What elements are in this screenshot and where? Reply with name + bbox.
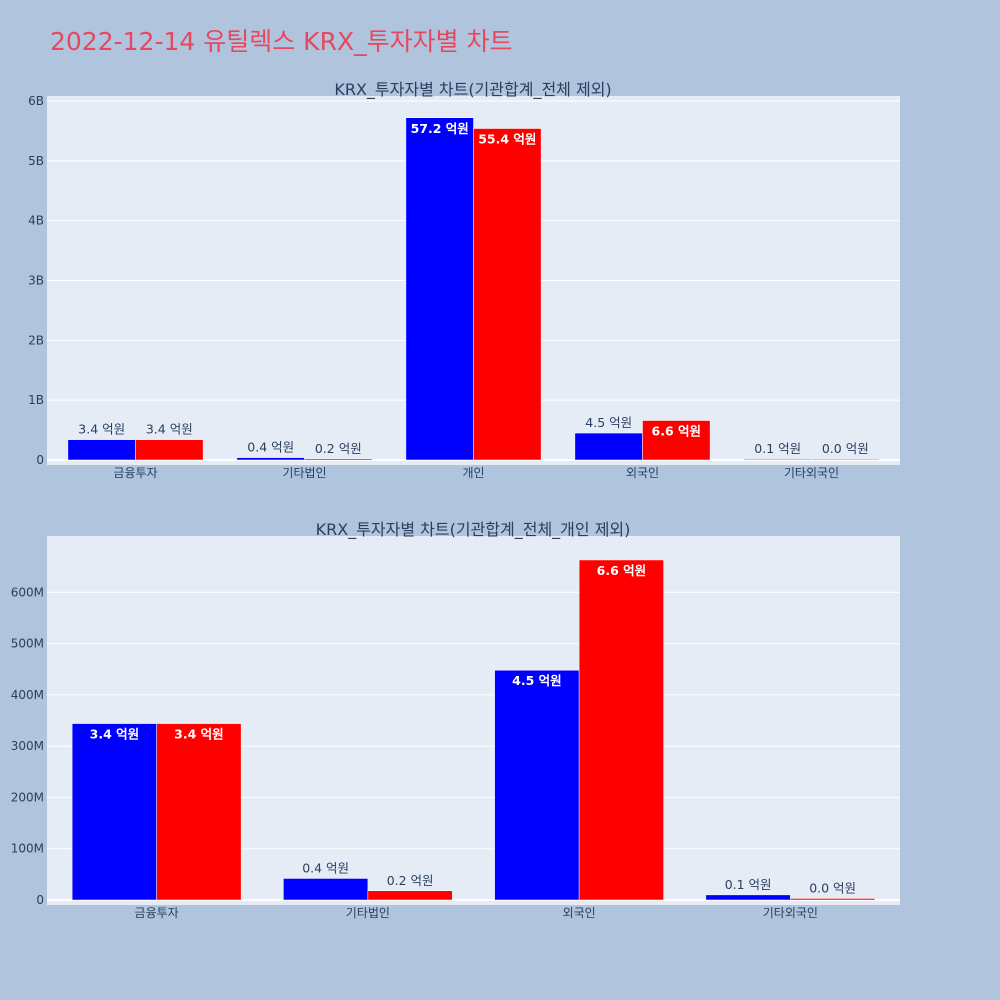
y-tick-label: 300M — [11, 739, 44, 753]
x-tick-label: 외국인 — [626, 466, 659, 480]
bar — [283, 878, 369, 901]
bar — [304, 458, 373, 461]
y-tick-label: 600M — [11, 585, 44, 599]
bar — [367, 890, 453, 901]
data-label: 3.4 억원 — [146, 422, 193, 437]
bars — [71, 559, 876, 901]
data-label: 0.0 억원 — [809, 880, 856, 895]
bar — [743, 458, 812, 461]
bar — [811, 458, 880, 461]
chart-bottom: KRX_투자자별 차트(기관합계_전체_개인 제외) 0 100M 200M 300M… — [11, 520, 900, 920]
chart-title: KRX_투자자별 차트(기관합계_전체 제외) — [334, 80, 611, 100]
bar — [574, 432, 643, 461]
y-tick-label: 100M — [11, 842, 44, 856]
tick-labels: 0 100M 200M 300M 400M 500M 600M 금융투자 기타법인 외국인 기타외국… — [11, 585, 818, 920]
bar — [494, 669, 580, 901]
bar — [790, 898, 876, 901]
data-label: 0.2 억원 — [315, 441, 362, 456]
bar — [642, 420, 711, 461]
data-label: 4.5 억원 — [585, 415, 632, 430]
y-tick-label: 0 — [36, 453, 44, 467]
chart-top: KRX_투자자별 차트(기관합계_전체 제외) 0 1B 2B 3B 4B 5B 6B 금융투… — [28, 80, 900, 480]
data-label: 0.4 억원 — [247, 440, 294, 455]
tick-labels: 0 1B 2B 3B 4B 5B 6B 금융투자 기타법인 개인 외국인 기타외국인 — [28, 94, 839, 480]
page-title: 2022-12-14 유틸렉스 KRX_투자자별 차트 — [50, 27, 513, 56]
bar — [705, 894, 791, 901]
x-tick-label: 금융투자 — [113, 466, 157, 480]
x-tick-label: 기타법인 — [282, 466, 326, 480]
y-tick-label: 4B — [28, 214, 44, 228]
data-label: 6.6 억원 — [652, 424, 702, 439]
bar — [405, 117, 474, 461]
bar — [473, 128, 542, 461]
chart-title: KRX_투자자별 차트(기관합계_전체_개인 제외) — [316, 520, 631, 540]
bar — [135, 439, 204, 461]
bars — [67, 117, 880, 461]
y-tick-label: 400M — [11, 688, 44, 702]
bar — [71, 723, 157, 901]
y-tick-label: 3B — [28, 274, 44, 288]
data-labels: 3.4 억원 3.4 억원 0.4 억원 0.2 억원 4.5 억원 6.6 억원 0.1 … — [90, 563, 856, 895]
data-label: 57.2 억원 — [411, 121, 469, 136]
bar — [236, 457, 305, 461]
data-label: 3.4 억원 — [78, 422, 125, 437]
data-label: 4.5 억원 — [512, 673, 562, 688]
data-labels: 3.4 억원 3.4 억원 0.4 억원 0.2 억원 57.2 억원 55.4 억원 4.… — [78, 121, 868, 456]
x-tick-label: 기타법인 — [346, 906, 390, 920]
x-tick-label: 외국인 — [563, 906, 596, 920]
data-label: 3.4 억원 — [90, 727, 140, 742]
x-tick-label: 개인 — [462, 466, 484, 480]
x-tick-label: 기타외국인 — [763, 906, 818, 920]
bar — [578, 559, 664, 901]
data-label: 0.2 억원 — [387, 873, 434, 888]
y-tick-label: 1B — [28, 393, 44, 407]
data-label: 0.1 억원 — [754, 441, 801, 456]
data-label: 55.4 억원 — [478, 132, 536, 147]
y-tick-label: 5B — [28, 154, 44, 168]
bar — [156, 723, 242, 901]
y-tick-label: 500M — [11, 637, 44, 651]
y-tick-label: 6B — [28, 94, 44, 108]
data-label: 0.4 억원 — [302, 860, 349, 875]
x-tick-label: 금융투자 — [135, 906, 179, 920]
x-tick-label: 기타외국인 — [784, 466, 839, 480]
data-label: 0.0 억원 — [822, 441, 869, 456]
data-label: 3.4 억원 — [174, 727, 224, 742]
bar — [67, 439, 136, 461]
y-tick-label: 0 — [36, 893, 44, 907]
y-tick-label: 200M — [11, 790, 44, 804]
data-label: 6.6 억원 — [597, 563, 647, 578]
y-tick-label: 2B — [28, 333, 44, 347]
data-label: 0.1 억원 — [725, 877, 772, 892]
